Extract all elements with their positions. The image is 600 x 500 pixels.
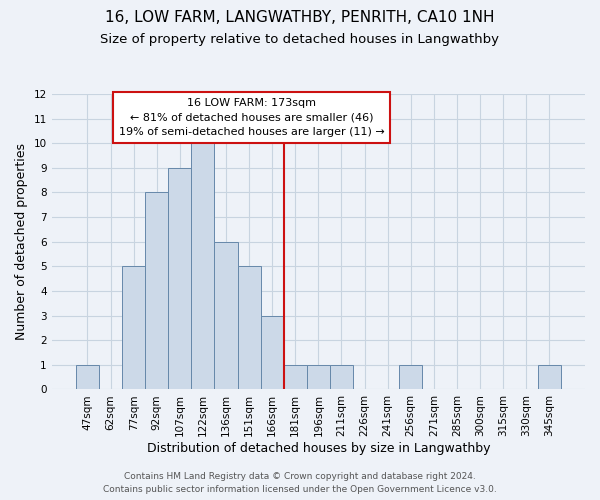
Bar <box>538 365 561 390</box>
Bar <box>191 143 214 390</box>
Bar <box>76 365 99 390</box>
Bar <box>214 242 238 390</box>
Bar <box>399 365 422 390</box>
Text: 16 LOW FARM: 173sqm
← 81% of detached houses are smaller (46)
19% of semi-detach: 16 LOW FARM: 173sqm ← 81% of detached ho… <box>119 98 384 138</box>
Bar <box>330 365 353 390</box>
Text: Size of property relative to detached houses in Langwathby: Size of property relative to detached ho… <box>101 32 499 46</box>
Bar <box>145 192 168 390</box>
Bar <box>122 266 145 390</box>
Bar <box>168 168 191 390</box>
Bar <box>238 266 260 390</box>
Bar <box>260 316 284 390</box>
Bar <box>307 365 330 390</box>
X-axis label: Distribution of detached houses by size in Langwathby: Distribution of detached houses by size … <box>146 442 490 455</box>
Y-axis label: Number of detached properties: Number of detached properties <box>15 143 28 340</box>
Text: Contains HM Land Registry data © Crown copyright and database right 2024.
Contai: Contains HM Land Registry data © Crown c… <box>103 472 497 494</box>
Text: 16, LOW FARM, LANGWATHBY, PENRITH, CA10 1NH: 16, LOW FARM, LANGWATHBY, PENRITH, CA10 … <box>105 10 495 25</box>
Bar <box>284 365 307 390</box>
